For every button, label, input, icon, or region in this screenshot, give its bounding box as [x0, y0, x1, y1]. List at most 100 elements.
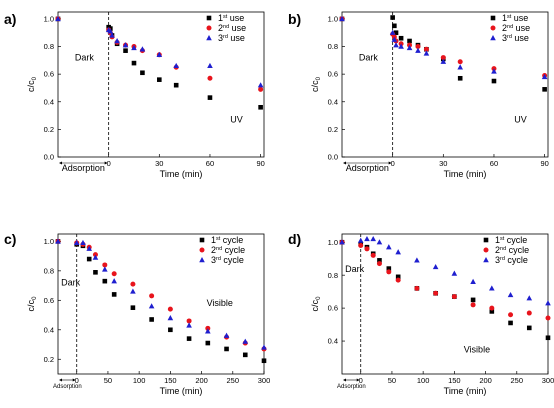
x-tick-label: 150 — [164, 376, 177, 385]
data-point — [149, 293, 155, 299]
x-tick-label: 0 — [391, 159, 395, 168]
data-point — [526, 295, 533, 301]
data-point — [131, 44, 137, 51]
annotation-adsorption: Adsorption — [53, 384, 82, 390]
y-tick-label: 0.6 — [44, 70, 54, 79]
legend-label: 3rd use — [218, 33, 245, 43]
data-point — [526, 310, 532, 316]
data-point — [440, 58, 447, 64]
legend-marker — [199, 257, 205, 263]
data-point — [186, 318, 192, 324]
y-tick-label: 0.6 — [44, 296, 54, 305]
legend-marker — [199, 237, 205, 243]
data-point — [415, 44, 421, 50]
data-point — [545, 335, 551, 341]
legend-marker — [206, 25, 212, 31]
data-point — [392, 23, 397, 29]
x-tick-label: 60 — [490, 159, 498, 168]
data-point — [55, 15, 61, 22]
data-point — [545, 315, 551, 321]
data-point — [207, 95, 213, 100]
data-point — [148, 303, 155, 309]
y-axis-label: c/c0 — [26, 76, 38, 92]
plot-frame — [57, 11, 265, 158]
data-point — [406, 44, 413, 51]
annotation-visible: Visible — [464, 345, 490, 355]
data-point — [457, 75, 463, 81]
annotation-dark: Dark — [61, 278, 81, 288]
data-point — [86, 256, 92, 262]
x-tick-label: 100 — [417, 376, 430, 385]
data-point — [491, 78, 497, 84]
data-point — [111, 271, 117, 277]
data-point — [186, 336, 192, 341]
data-point — [102, 266, 108, 272]
data-point — [407, 38, 412, 44]
data-point — [470, 302, 476, 308]
data-point — [258, 104, 263, 110]
data-point — [386, 269, 392, 275]
plot-frame — [341, 11, 549, 158]
legend-label: 1st cycle — [211, 235, 243, 245]
data-point — [102, 278, 108, 284]
legend-label: 2nd cycle — [495, 245, 529, 255]
y-tick-label: 1.0 — [44, 237, 54, 246]
y-tick-label: 0.8 — [44, 266, 54, 275]
data-point — [102, 262, 108, 268]
annotation-uv: UV — [514, 114, 527, 124]
data-point — [376, 239, 383, 245]
y-tick-label: 1.0 — [328, 15, 338, 24]
chart-panel-c: c) 0.2 0.4 0.6 0.8 1.0 0 50 100 150 200 250 300 Time … — [4, 231, 270, 396]
data-point — [433, 290, 439, 296]
legend-label: 1st use — [502, 13, 528, 23]
data-point — [140, 70, 145, 76]
annotation-adsorption: Adsorption — [337, 384, 366, 390]
data-point — [261, 358, 267, 364]
chart-panel-d: d) 0.4 0.6 0.8 1.0 0 50 100 150 200 250 300 Time (mi… — [288, 231, 554, 396]
data-point — [130, 281, 136, 287]
y-tick-label: 0.6 — [328, 304, 338, 313]
data-point — [541, 73, 548, 80]
legend-marker — [483, 247, 489, 253]
data-point — [186, 322, 192, 328]
x-tick-label: 100 — [133, 376, 146, 385]
data-point — [391, 36, 398, 42]
data-point — [173, 62, 179, 69]
data-point — [339, 15, 345, 22]
data-point — [389, 29, 396, 35]
arrowhead-left — [59, 161, 62, 165]
data-point — [457, 64, 463, 70]
data-point — [386, 266, 392, 271]
legend-marker — [206, 35, 212, 41]
panel-label: c) — [4, 231, 16, 247]
x-axis-label: Time (min) — [444, 386, 487, 396]
y-tick-label: 0.2 — [328, 125, 338, 134]
data-point — [508, 312, 514, 318]
data-point — [207, 75, 213, 81]
data-point — [149, 317, 154, 322]
data-point — [489, 305, 495, 311]
data-point — [395, 249, 401, 255]
series-3 — [55, 238, 267, 350]
data-point — [80, 239, 86, 246]
y-axis-label: c/c0 — [26, 296, 38, 312]
annotation-visible: Visible — [207, 298, 233, 308]
legend-marker — [490, 35, 496, 41]
y-axis-label: c/c0 — [310, 296, 322, 312]
data-point — [107, 28, 114, 34]
arrowhead-right — [72, 378, 76, 382]
data-point — [205, 340, 211, 346]
data-point — [395, 274, 401, 280]
data-point — [489, 309, 495, 314]
data-point — [398, 43, 404, 49]
y-axis-label: c/c0 — [310, 76, 322, 92]
y-tick-label: 0.6 — [328, 70, 338, 79]
arrowhead-right — [104, 161, 108, 165]
arrowhead-left — [59, 378, 62, 382]
data-point — [111, 278, 117, 284]
x-tick-label: 0 — [107, 159, 111, 168]
panel-label: a) — [4, 11, 16, 27]
data-point — [395, 277, 401, 283]
data-point — [242, 352, 248, 358]
y-tick-label: 0.0 — [328, 153, 338, 162]
